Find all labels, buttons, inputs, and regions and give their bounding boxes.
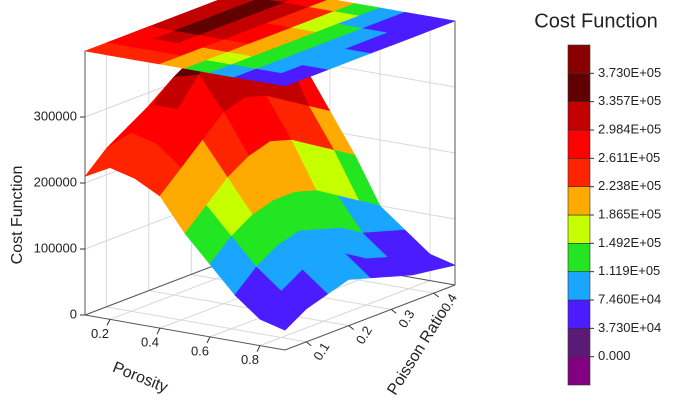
- colorbar-segment: [567, 73, 591, 102]
- colorbar-tick-label: 2.984E+05: [598, 121, 661, 136]
- y-tick-label: 0.2: [353, 323, 375, 346]
- top-contour-cell: [258, 73, 308, 87]
- x-axis-label: Porosity: [110, 359, 170, 396]
- colorbar-tick-label: 2.611E+05: [598, 150, 660, 165]
- y-tick: [390, 308, 397, 314]
- colorbar-segment: [567, 271, 591, 301]
- colorbar-tick-label: 3.730E+04: [598, 320, 661, 335]
- z-axis-label: Cost Function: [9, 166, 26, 265]
- colorbar-tick-label: 3.730E+05: [598, 65, 661, 80]
- x-tick-label: 0.2: [91, 326, 109, 341]
- x-tick: [106, 319, 111, 326]
- colorbar-tick-label: 7.460E+04: [598, 291, 661, 306]
- box-edge: [84, 314, 286, 351]
- colorbar-segment: [567, 129, 591, 159]
- colorbar-tick-label: 1.865E+05: [598, 206, 661, 221]
- surface-cell: [259, 290, 307, 331]
- colorbar-tick-label: 1.119E+05: [598, 263, 660, 278]
- y-tick-label: 0.3: [395, 307, 417, 330]
- colorbar-segment: [567, 214, 591, 244]
- z-tick-label: 200000: [34, 174, 77, 189]
- y-tick: [433, 292, 440, 298]
- colorbar-tick-label: 1.492E+05: [598, 235, 661, 250]
- colorbar-segment: [567, 101, 591, 131]
- y-tick: [305, 341, 312, 347]
- colorbar-segment: [567, 186, 591, 216]
- colorbar-tick-label: 2.238E+05: [598, 178, 661, 193]
- colorbar-segment: [567, 243, 591, 272]
- colorbar-title: Cost Function: [534, 10, 657, 32]
- x-tick: [156, 327, 161, 335]
- z-tick-label: 300000: [34, 108, 77, 123]
- colorbar-segment: [567, 299, 591, 329]
- colorbar-tick-label: 3.357E+05: [598, 93, 661, 108]
- z-tick-label: 0: [70, 306, 77, 321]
- box-edge: [284, 284, 456, 351]
- colorbar-segment: [567, 328, 591, 357]
- colorbar-segment: [567, 356, 591, 386]
- x-tick: [206, 336, 211, 344]
- colorbar-tick-label: 0.000: [598, 348, 631, 363]
- x-tick: [256, 345, 261, 352]
- y-tick: [348, 325, 355, 331]
- x-tick-label: 0.4: [141, 335, 159, 350]
- x-tick-label: 0.8: [241, 352, 259, 367]
- z-tick-label: 100000: [34, 240, 77, 255]
- x-tick-label: 0.6: [191, 343, 209, 358]
- colorbar-segment: [567, 158, 591, 187]
- y-axis-label: Poisson Ratio: [384, 305, 451, 398]
- y-tick-label: 0.1: [310, 340, 332, 363]
- colorbar-segment: [567, 44, 591, 74]
